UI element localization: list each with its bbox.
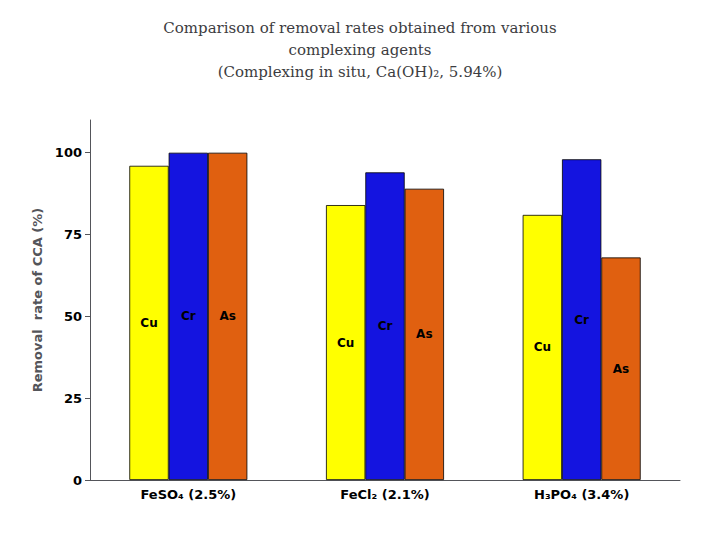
svg-text:Cu: Cu [140,316,157,330]
svg-text:0: 0 [73,473,82,488]
svg-text:25: 25 [64,391,82,406]
svg-text:FeCl₂ (2.1%): FeCl₂ (2.1%) [340,487,429,502]
svg-text:75: 75 [64,227,82,242]
svg-text:Cr: Cr [181,309,196,323]
svg-text:H₃PO₄ (3.4%): H₃PO₄ (3.4%) [534,487,629,502]
svg-text:FeSO₄ (2.5%): FeSO₄ (2.5%) [140,487,236,502]
svg-text:Removal rate of CCA (%): Removal rate of CCA (%) [30,208,45,393]
svg-text:50: 50 [64,309,82,324]
svg-text:Comparison of removal rates ob: Comparison of removal rates obtained fro… [163,19,556,37]
svg-text:As: As [613,362,629,376]
svg-text:Cr: Cr [574,313,589,327]
svg-text:Cr: Cr [378,319,393,333]
svg-text:As: As [219,309,235,323]
svg-text:Cu: Cu [534,340,551,354]
svg-text:100: 100 [55,145,82,160]
svg-text:As: As [416,327,432,341]
svg-text:Cu: Cu [337,336,354,350]
svg-text:(Complexing in situ, Ca(OH)₂,: (Complexing in situ, Ca(OH)₂, 5.94%) [218,63,503,81]
svg-text:complexing agents: complexing agents [288,41,431,59]
